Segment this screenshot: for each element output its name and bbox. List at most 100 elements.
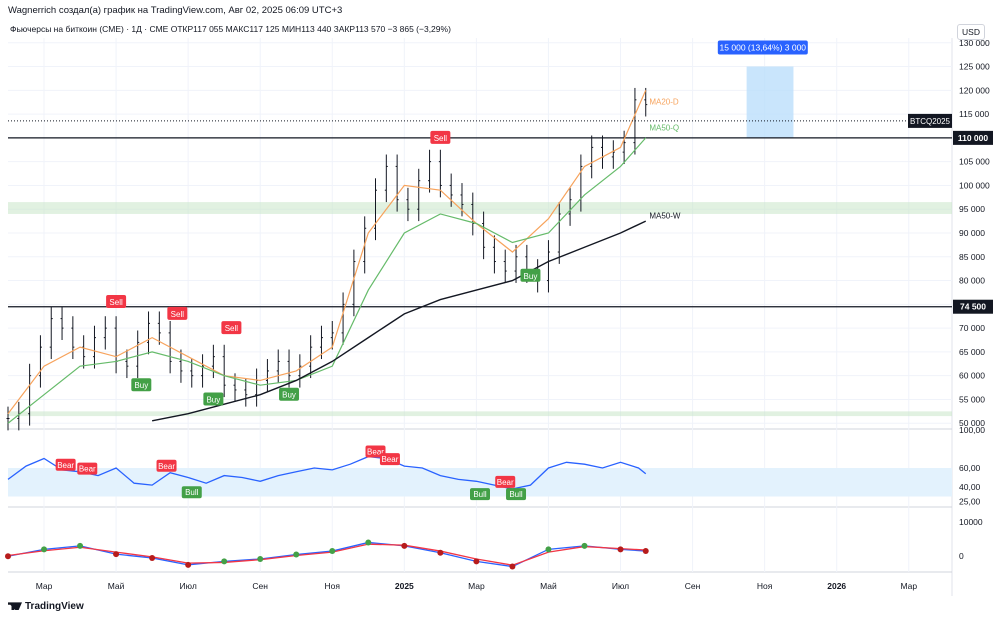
ma-line-ma20-d (7, 90, 647, 415)
level-label-box (953, 299, 993, 314)
macd-cross-dot (642, 548, 649, 555)
symbol-name[interactable]: Фьючерсы на биткоин (CME) · 1Д · CME (10, 24, 169, 34)
rsi-bear-label: Bear (158, 462, 175, 471)
signal-buy: Buy (524, 272, 538, 281)
rsi-bear-label: Bear (497, 478, 514, 487)
rsi-bear-label: Bear (367, 448, 384, 457)
macd-cross-dot (581, 542, 588, 549)
macd-cross-dot (185, 561, 192, 568)
x-tick-label: 2025 (395, 581, 414, 591)
macd-cross-dot (437, 549, 444, 556)
macd-cross-dot (545, 546, 552, 553)
macd-cross-dot (365, 539, 372, 546)
rsi-bear-box (77, 462, 98, 475)
x-tick-label: Мар (36, 581, 53, 591)
projection-box (746, 66, 794, 138)
rsi-bear-box (365, 445, 386, 458)
x-tick-label: Май (108, 581, 125, 591)
macd-cross-dot (293, 551, 300, 558)
macd-cross-dot (113, 551, 120, 558)
ma-line-ma50-q (7, 137, 647, 424)
rsi-bear-box (156, 459, 177, 472)
signal-buy-box (131, 378, 152, 392)
macd-tick-label: 0 (959, 551, 964, 561)
rsi-bull-box (470, 488, 490, 501)
y-tick-label: 70 000 (959, 323, 985, 333)
symbol-label: BTCQ2025 (910, 117, 951, 126)
open-value: ОТКР117 055 (170, 24, 224, 34)
signal-sell: Sell (109, 298, 123, 307)
macd-cross-dot (329, 548, 336, 555)
signal-sell-box (167, 306, 188, 320)
y-tick-label: 60 000 (959, 371, 985, 381)
projection-label-box (717, 40, 808, 55)
change-value: −3 865 (−3,29%) (387, 24, 451, 34)
level-label: 74 500 (960, 302, 986, 312)
ma-label: MA50-Q (649, 124, 679, 133)
level-label-box (953, 130, 993, 145)
macd-line (7, 541, 646, 568)
signal-buy: Buy (206, 395, 220, 404)
rsi-bear-box (495, 475, 516, 488)
signal-sell-box (106, 294, 127, 308)
rsi-bull-box (181, 486, 202, 499)
macd-cross-dot (257, 555, 264, 562)
y-tick-label: 125 000 (959, 62, 990, 72)
x-tick-label: 2026 (827, 581, 846, 591)
x-tick-label: Мар (468, 581, 485, 591)
x-tick-label: Сен (685, 581, 701, 591)
macd-cross-dot (401, 542, 408, 549)
high-value: МАКС117 125 (225, 24, 280, 34)
rsi-bull-label: Bull (473, 490, 487, 499)
y-tick-label: 65 000 (959, 347, 985, 357)
brand-name: TradingView (25, 601, 84, 612)
low-value: МИН113 440 (281, 24, 332, 34)
x-tick-label: Сен (252, 581, 268, 591)
signal-buy: Buy (282, 391, 296, 400)
macd-cross-dot (617, 546, 624, 553)
rsi-bear-label: Bear (57, 461, 74, 470)
y-tick-label: 75 000 (959, 299, 985, 309)
ma-line-ma50-w (151, 220, 647, 422)
attribution: Wagnerrich создал(а) график на TradingVi… (8, 5, 343, 16)
ma-label: MA20-D (649, 98, 679, 107)
x-tick-label: Ноя (325, 581, 341, 591)
macd-cross-dot (77, 542, 84, 549)
support-zone (8, 411, 952, 417)
rsi-bear-label: Bear (79, 465, 96, 474)
y-tick-label: 80 000 (959, 276, 985, 286)
support-zone (8, 202, 952, 214)
macd-tick-label: 10000 (959, 517, 983, 527)
rsi-bear-label: Bear (381, 455, 398, 464)
x-tick-label: Май (540, 581, 557, 591)
x-tick-label: Ноя (757, 581, 773, 591)
y-tick-label: 120 000 (959, 85, 990, 95)
rsi-tick-label: 40,00 (959, 482, 981, 492)
y-tick-label: 115 000 (959, 109, 989, 119)
rsi-tick-label: 25,00 (959, 496, 981, 506)
y-tick-label: 95 000 (959, 204, 985, 214)
close-value: ЗАКР113 570 (333, 24, 386, 34)
tradingview-logo: TradingView (8, 601, 84, 612)
symbol-label-box (908, 113, 952, 128)
rsi-tick-label: 60,00 (959, 463, 981, 473)
ma-label: MA50-W (649, 212, 681, 221)
macd-cross-dot (221, 558, 228, 565)
y-tick-label: 85 000 (959, 252, 985, 262)
symbol-legend: Фьючерсы на биткоин (CME) · 1Д · CME ОТК… (10, 24, 451, 34)
signal-buy-box (279, 387, 300, 401)
macd-cross-dot (41, 546, 48, 553)
x-tick-label: Июл (612, 581, 629, 591)
y-tick-label: 110 000 (959, 133, 989, 143)
signal-sell: Sell (171, 310, 185, 319)
macd-cross-dot (473, 558, 480, 565)
rsi-line (7, 455, 647, 490)
x-tick-label: Мар (900, 581, 917, 591)
signal-buy-box (520, 268, 541, 282)
rsi-bear-box (379, 453, 400, 466)
rsi-tick-label: 100,00 (959, 425, 985, 435)
tradingview-logo-icon (8, 602, 22, 611)
y-tick-label: 100 000 (959, 180, 990, 190)
currency-button[interactable]: USD (957, 24, 985, 40)
